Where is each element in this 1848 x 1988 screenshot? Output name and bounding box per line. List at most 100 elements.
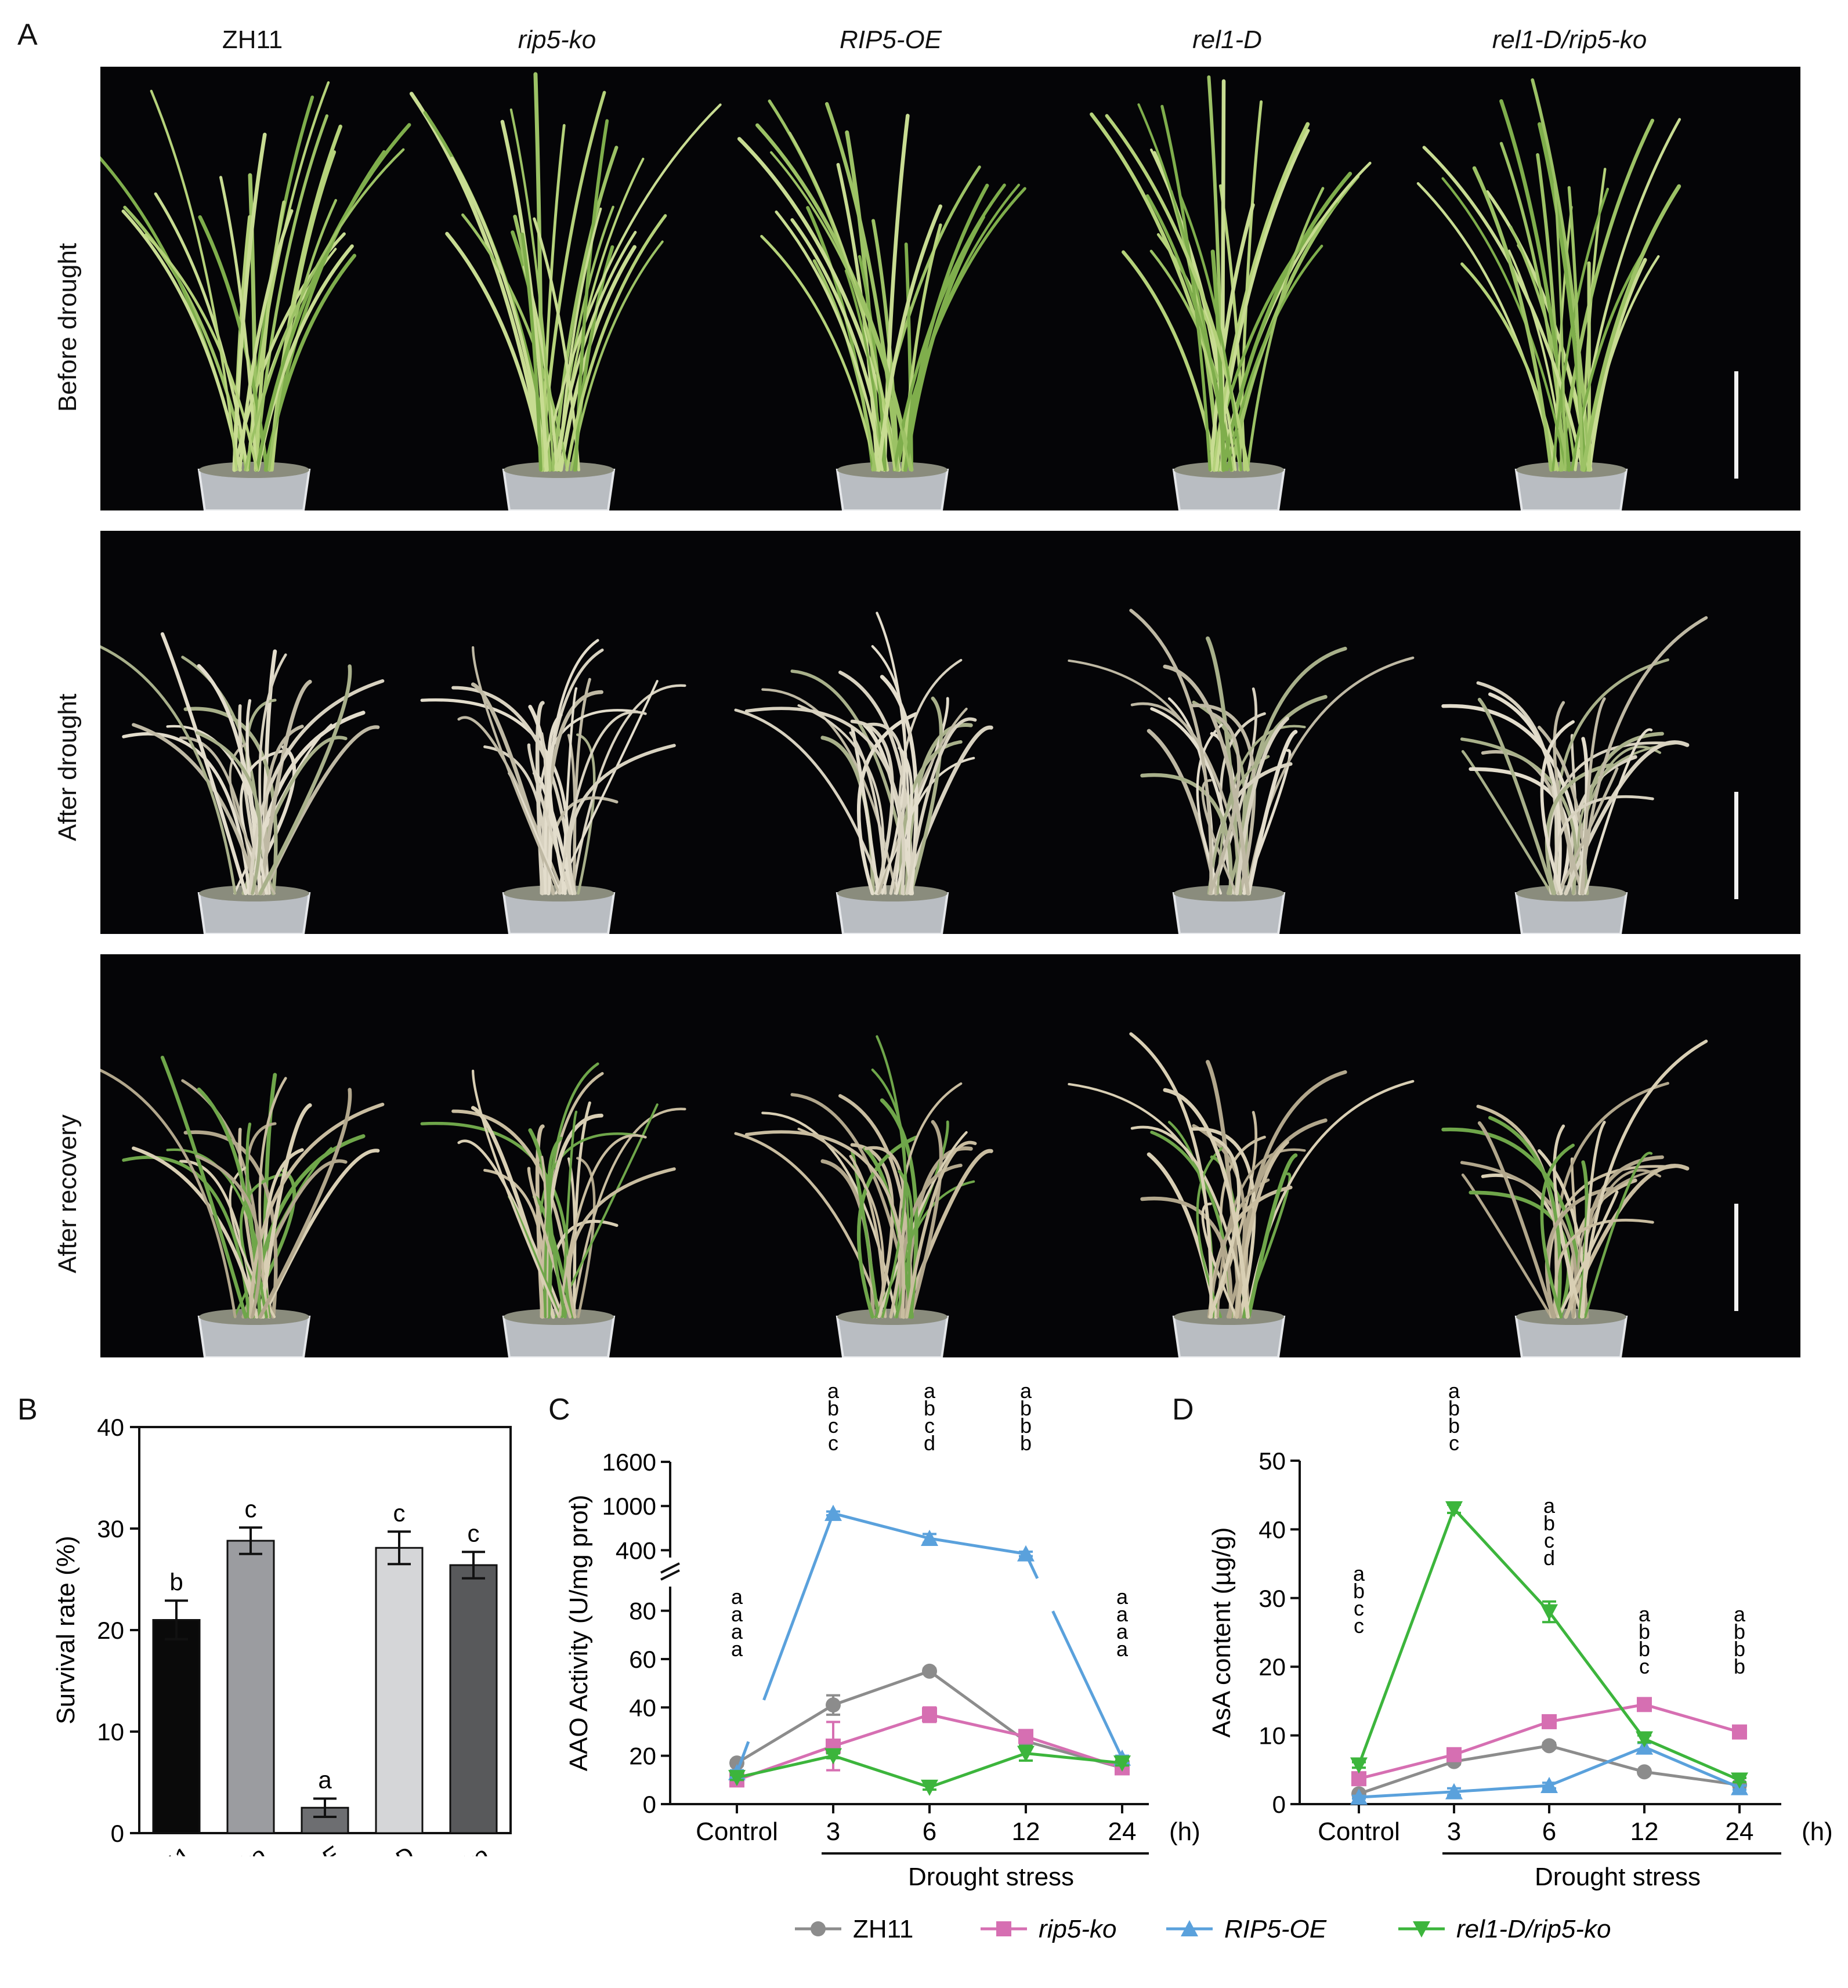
leaf xyxy=(1163,664,1250,896)
x-tick-label: ZH11 xyxy=(134,1841,197,1856)
leaf xyxy=(558,1134,647,1319)
genotype-label-rip5-oe: RIP5-OE xyxy=(839,26,942,54)
leaf xyxy=(254,114,329,472)
significance-letter: b xyxy=(1639,1637,1650,1661)
leaf xyxy=(1554,795,1654,895)
leaf xyxy=(1583,1151,1653,1319)
leaf xyxy=(1477,1121,1555,1319)
leaf xyxy=(255,123,411,472)
series-line xyxy=(1453,1784,1550,1794)
leaf xyxy=(1461,750,1553,895)
series-line xyxy=(833,1512,930,1540)
x-tick-label: 6 xyxy=(923,1817,936,1846)
leaf xyxy=(267,198,338,472)
leaf xyxy=(1216,725,1306,895)
leaf xyxy=(797,704,885,895)
leaf xyxy=(540,90,606,472)
significance-letter: a xyxy=(924,1381,936,1403)
leaf xyxy=(824,102,899,472)
data-point xyxy=(1731,1772,1748,1789)
photo-after-drought xyxy=(100,531,1800,934)
plants-after-recovery xyxy=(100,1032,1708,1357)
leaf xyxy=(1552,187,1610,472)
photo-after-recovery xyxy=(100,954,1800,1357)
leaf xyxy=(1579,1040,1708,1319)
photo-before-drought xyxy=(100,67,1800,510)
y-tick-label: 40 xyxy=(97,1414,124,1441)
significance-letter: a xyxy=(1448,1381,1460,1403)
leaf xyxy=(1578,737,1589,896)
leaf xyxy=(461,213,569,472)
significance-letter: b xyxy=(1020,1414,1032,1437)
significance-letter: b xyxy=(1639,1620,1650,1643)
x-tick-label: 3 xyxy=(826,1817,840,1846)
leaf xyxy=(121,209,242,472)
y-tick-label: 40 xyxy=(629,1694,656,1721)
leaf xyxy=(254,200,286,472)
leaf xyxy=(195,731,262,895)
data-point xyxy=(1350,1757,1368,1774)
bar xyxy=(449,1564,498,1834)
leaf xyxy=(565,214,667,472)
significance-letter: a xyxy=(1020,1381,1032,1403)
series-line xyxy=(735,1741,750,1773)
leaf xyxy=(1488,692,1562,896)
legend-svg: ZH11 rip5-ko RIP5-OE rel1-D/rip5-ko xyxy=(795,1915,1611,1943)
leaf xyxy=(892,183,1006,472)
leaf xyxy=(561,1110,578,1319)
x-unit-label: (h) xyxy=(1169,1817,1200,1846)
leaf xyxy=(1472,166,1553,472)
leaf xyxy=(1246,1153,1298,1319)
leaf xyxy=(244,148,405,472)
x-tick-label: rel1-D/rip5-ko xyxy=(357,1841,494,1856)
leaf xyxy=(154,192,249,472)
series-line xyxy=(833,1670,930,1707)
chart-b-svg: 0 10 20 30 40 Survival rate (%) b ZH11 c rip5-ko a… xyxy=(52,1414,512,1856)
leaf xyxy=(1178,193,1243,472)
leaf xyxy=(876,1035,911,1319)
leaf xyxy=(894,187,1026,472)
leaf xyxy=(857,1135,918,1319)
significance-letter: c xyxy=(1639,1654,1650,1678)
leaf xyxy=(248,1102,385,1319)
leaf xyxy=(1140,773,1233,896)
leaf xyxy=(1246,1080,1415,1319)
series-line xyxy=(1358,1760,1455,1795)
leaf xyxy=(567,1167,676,1319)
x-tick-label: 6 xyxy=(1542,1817,1556,1846)
significance-letter: b xyxy=(1734,1620,1745,1643)
leaf xyxy=(1581,697,1606,895)
leaf xyxy=(1461,1174,1553,1319)
leaf xyxy=(1246,656,1415,895)
leaf xyxy=(1554,1218,1654,1319)
leaf xyxy=(100,156,242,472)
pot-soil xyxy=(837,462,947,478)
leaf xyxy=(238,209,294,472)
leaf xyxy=(744,707,906,895)
y-tick-label: 400 xyxy=(616,1537,656,1564)
data-point xyxy=(1181,1920,1198,1936)
leaf xyxy=(844,269,885,472)
leaf xyxy=(1226,244,1323,472)
significance-letter: b xyxy=(924,1396,935,1420)
plants-after-drought xyxy=(100,609,1708,934)
legend-label: ZH11 xyxy=(853,1915,913,1943)
leaf xyxy=(1581,184,1681,472)
leaf xyxy=(245,81,330,472)
data-point xyxy=(921,1779,938,1796)
leaf xyxy=(1129,609,1213,895)
leaf xyxy=(1209,203,1255,472)
leaf xyxy=(232,132,267,472)
y-tick-label: 10 xyxy=(1258,1722,1286,1750)
axis-break xyxy=(660,1569,680,1581)
data-point xyxy=(1017,1545,1035,1562)
row-label-before-drought: Before drought xyxy=(53,242,82,412)
leaf xyxy=(150,89,238,472)
chart-d-svg: 0 10 20 30 40 50 AsA content (µg/g) Control 3 6 12… xyxy=(1207,1381,1833,1891)
series-line xyxy=(1025,1752,1123,1765)
leaf xyxy=(1441,177,1567,472)
x-axis-label: Drought stress xyxy=(1535,1863,1701,1891)
data-point xyxy=(728,1770,746,1787)
leaf xyxy=(540,649,604,895)
significance-letter: d xyxy=(1543,1546,1555,1570)
